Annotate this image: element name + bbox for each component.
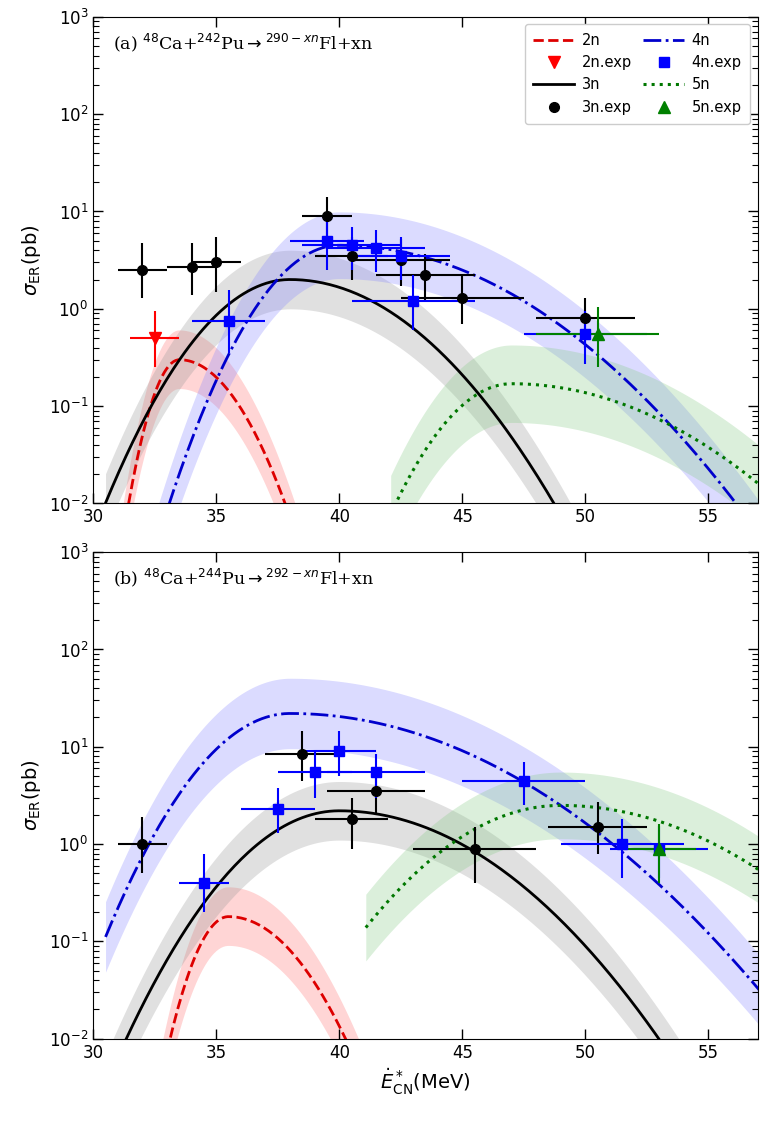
- Y-axis label: $\sigma_{\rm ER}$(pb): $\sigma_{\rm ER}$(pb): [20, 225, 44, 295]
- Y-axis label: $\sigma_{\rm ER}$(pb): $\sigma_{\rm ER}$(pb): [20, 760, 44, 831]
- X-axis label: $\dot{E}^*_{\rm CN}$(MeV): $\dot{E}^*_{\rm CN}$(MeV): [380, 1067, 471, 1097]
- Legend: 2n, 2n.exp, 3n, 3n.exp, 4n, 4n.exp, 5n, 5n.exp: 2n, 2n.exp, 3n, 3n.exp, 4n, 4n.exp, 5n, …: [524, 24, 751, 124]
- Text: (b) $^{48}$Ca+$^{244}$Pu$\rightarrow$$^{292-xn}$Fl+xn: (b) $^{48}$Ca+$^{244}$Pu$\rightarrow$$^{…: [113, 567, 374, 590]
- Text: (a) $^{48}$Ca+$^{242}$Pu$\rightarrow$$^{290-xn}$Fl+xn: (a) $^{48}$Ca+$^{242}$Pu$\rightarrow$$^{…: [113, 31, 374, 54]
